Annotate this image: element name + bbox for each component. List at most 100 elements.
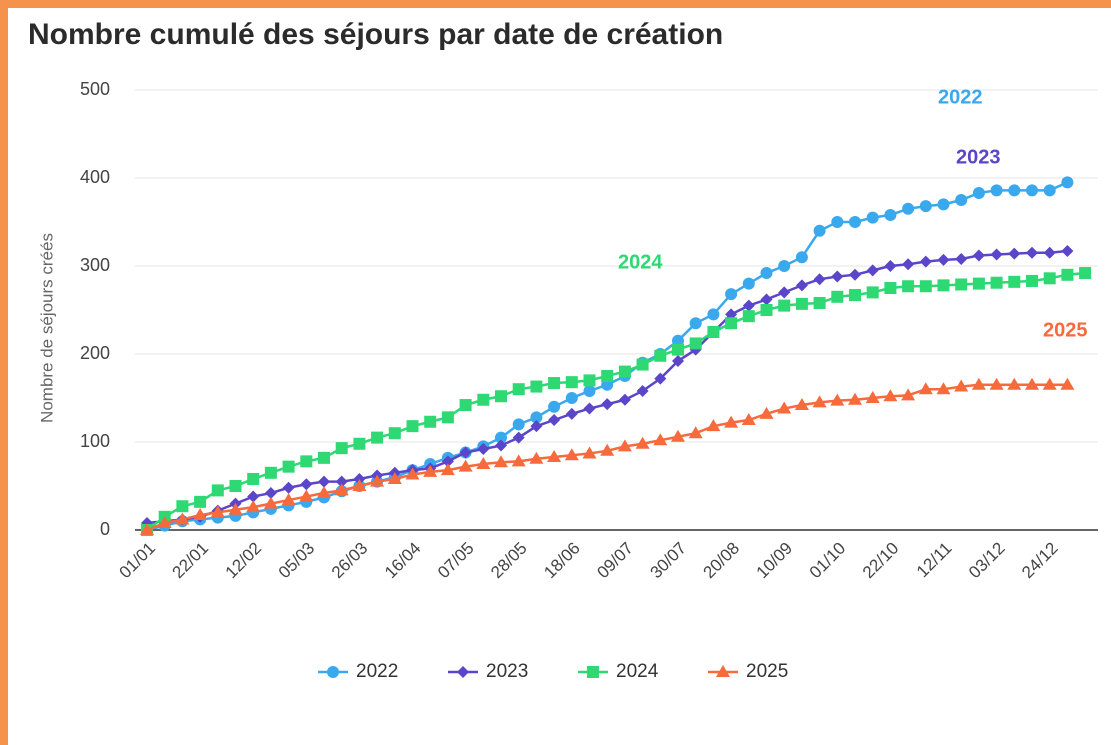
marker [457,666,469,678]
marker [865,391,880,403]
marker [246,500,261,513]
marker [937,198,950,211]
marker [618,393,631,406]
series-label: 2022 [938,86,983,108]
marker [936,382,951,395]
marker [794,398,809,411]
y-tick-label: 200 [80,343,110,363]
marker [990,184,1003,197]
series-label: 2025 [1043,319,1088,341]
marker [778,299,791,312]
marker [299,489,314,502]
marker [760,293,773,306]
y-tick-label: 0 [100,519,110,539]
marker [795,251,808,264]
marker [1026,184,1038,197]
marker [725,317,738,330]
marker [583,374,596,387]
marker [583,402,596,415]
marker [441,411,454,424]
marker [972,249,985,262]
marker [636,384,649,397]
marker [459,446,472,459]
marker [176,500,189,513]
marker [955,278,968,291]
marker [335,442,348,455]
x-tick-label: 24/12 [1018,539,1062,583]
marker [530,411,543,424]
marker [387,471,402,484]
marker [318,451,330,464]
x-tick-label: 18/06 [540,539,584,583]
marker [530,380,543,393]
marker [600,443,615,456]
marker [494,455,508,468]
marker [1043,246,1056,259]
marker [618,365,631,378]
marker [388,427,401,440]
marker [335,475,348,488]
x-tick-label: 22/01 [169,539,213,583]
marker [849,268,861,281]
marker [778,286,791,299]
marker [565,392,578,404]
marker [884,260,897,272]
marker [264,466,277,479]
marker [157,515,172,528]
marker [990,276,1003,289]
legend-label: 2023 [486,661,528,682]
marker [813,296,826,309]
marker [353,437,366,450]
x-tick-label: 10/09 [753,539,797,583]
marker [918,382,933,395]
marker [512,431,525,444]
marker [831,216,844,228]
marker [547,449,562,462]
marker [1043,272,1056,285]
x-tick-label: 09/07 [593,539,637,583]
marker [990,248,1003,261]
x-tick-label: 20/08 [700,539,744,583]
marker [601,370,614,382]
marker [300,455,313,468]
marker [1008,247,1021,260]
marker [1079,267,1092,280]
marker [317,486,331,499]
marker [1008,275,1021,288]
y-tick-label: 400 [80,167,110,187]
marker [477,443,490,456]
marker [529,451,544,464]
legend-label: 2025 [746,661,788,682]
marker [742,299,755,312]
chart-title: Nombre cumulé des séjours par date de cr… [28,18,723,51]
x-tick-label: 22/10 [859,539,903,583]
marker [511,454,526,467]
marker [175,512,190,525]
x-tick-label: 03/12 [965,539,1009,583]
marker [423,464,438,477]
marker [636,358,649,371]
marker [458,459,473,472]
marker [1061,245,1074,258]
marker [370,474,385,487]
marker [334,483,349,496]
marker [247,490,260,503]
marker [742,310,755,323]
marker [565,407,578,420]
marker [778,260,791,272]
marker [955,252,968,265]
x-tick-label: 12/02 [222,539,266,583]
marker [813,273,826,286]
marker [671,429,685,442]
marker [866,211,879,224]
marker [406,420,419,433]
marker [441,455,454,468]
marker [565,376,578,389]
legend-label: 2022 [356,661,398,682]
marker [353,472,366,485]
marker [760,304,773,316]
marker [587,666,599,678]
marker [530,420,543,433]
marker [972,277,985,290]
